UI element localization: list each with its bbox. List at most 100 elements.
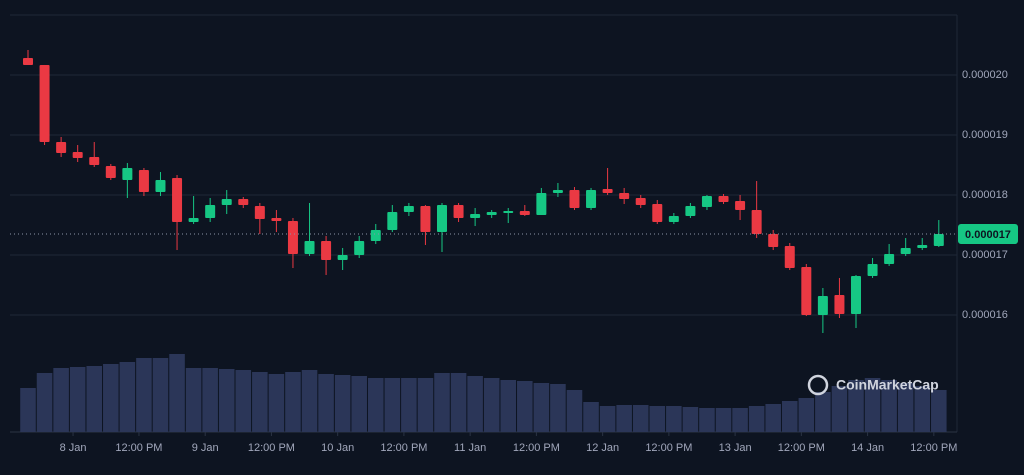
volume-bar: [434, 373, 450, 432]
x-tick-label: 14 Jan: [851, 442, 884, 454]
candle-body: [370, 229, 381, 242]
volume-bar: [136, 358, 152, 432]
candle-body: [138, 169, 149, 192]
candle-body: [470, 214, 481, 218]
volume-bar: [152, 358, 169, 432]
candle-body: [453, 205, 464, 218]
candle-body: [221, 199, 232, 206]
volume-bar: [815, 392, 831, 432]
candle-body: [205, 205, 216, 218]
x-tick-label: 11 Jan: [454, 442, 486, 454]
volume-bar: [417, 378, 434, 432]
volume-bar: [632, 405, 649, 432]
volume-bar: [467, 376, 483, 432]
volume-bar: [666, 406, 682, 432]
y-tick-label: 0.000017: [962, 249, 1008, 261]
candle-body: [23, 58, 33, 65]
watermark: CoinMarketCap: [807, 374, 939, 396]
volume-bar: [367, 378, 384, 432]
current-price-label: 0.000017: [965, 229, 1011, 241]
candle-body: [337, 255, 348, 260]
volume-bar: [566, 390, 583, 432]
x-tick-label: 12:00 PM: [645, 442, 692, 454]
x-tick-label: 8 Jan: [60, 442, 87, 454]
y-tick-label: 0.000018: [962, 189, 1008, 201]
volume-bar: [616, 405, 632, 432]
candle-body: [751, 210, 762, 234]
volume-bar: [20, 388, 36, 432]
volume-bar: [881, 380, 897, 432]
candle-body: [155, 180, 166, 192]
candle-body: [105, 166, 116, 179]
candle-body: [884, 253, 895, 264]
volume-bar: [301, 370, 318, 432]
x-tick-label: 12:00 PM: [513, 442, 560, 454]
candle-body: [851, 276, 861, 314]
candle-body: [768, 234, 779, 248]
candle-body: [834, 295, 845, 314]
current-price-box: [958, 224, 1018, 244]
x-tick-label: 13 Jan: [719, 442, 752, 454]
x-tick-label: 12:00 PM: [910, 442, 957, 454]
volume-bar: [218, 369, 235, 432]
watermark-text: CoinMarketCap: [836, 377, 939, 393]
volume-bar: [450, 373, 467, 432]
candle-body: [701, 196, 712, 207]
candle-body: [254, 205, 265, 219]
volume-bar: [103, 364, 119, 432]
volume-bar: [268, 374, 285, 432]
volume-bar: [517, 381, 533, 432]
candle-body: [619, 193, 630, 200]
candle-body: [304, 241, 315, 254]
volume-bar: [583, 402, 599, 432]
volume-bar: [715, 408, 732, 432]
volume-bar: [500, 380, 517, 432]
volume-bar: [285, 372, 301, 432]
candle-body: [718, 196, 729, 203]
volume-bar: [831, 386, 848, 432]
candle-body: [89, 157, 100, 165]
volume-bar: [318, 374, 334, 432]
candle-body: [652, 204, 663, 222]
x-tick-label: 12:00 PM: [115, 442, 162, 454]
candle-body: [354, 241, 365, 255]
x-tick-label: 9 Jan: [192, 442, 219, 454]
volume-bar: [185, 368, 202, 432]
candle-body: [801, 267, 812, 315]
candle-body: [287, 220, 298, 254]
volume-bar: [169, 354, 185, 432]
candle-body: [56, 142, 67, 153]
volume-bar: [864, 378, 881, 432]
x-tick-label: 12:00 PM: [248, 442, 295, 454]
candle-body: [238, 199, 249, 206]
x-tick-label: 12:00 PM: [778, 442, 825, 454]
candle-body: [900, 247, 911, 254]
x-tick-label: 12:00 PM: [380, 442, 427, 454]
volume-bar: [649, 406, 666, 432]
volume-bar: [748, 406, 765, 432]
candle-body: [867, 264, 878, 276]
volume-bar: [69, 367, 86, 432]
volume-bar: [401, 378, 417, 432]
candle-body: [387, 211, 398, 230]
candle-body: [602, 189, 613, 194]
volume-bar: [86, 366, 103, 432]
volume-bar: [384, 378, 401, 432]
volume-bar: [550, 384, 566, 432]
candle-body: [817, 295, 828, 315]
volume-bar: [781, 401, 798, 432]
volume-bar: [533, 383, 550, 432]
candle-body: [122, 168, 133, 180]
candle-body: [420, 205, 431, 233]
candle-body: [403, 205, 414, 212]
candle-body: [536, 193, 547, 215]
volume-bar: [897, 383, 914, 432]
volume-bar: [235, 370, 252, 432]
candle-body: [503, 211, 514, 213]
volume-bar: [798, 398, 815, 432]
candle-body: [586, 190, 597, 209]
volume-bar: [36, 373, 53, 432]
watermark-logo: [807, 374, 829, 396]
y-tick-label: 0.000020: [962, 69, 1008, 81]
